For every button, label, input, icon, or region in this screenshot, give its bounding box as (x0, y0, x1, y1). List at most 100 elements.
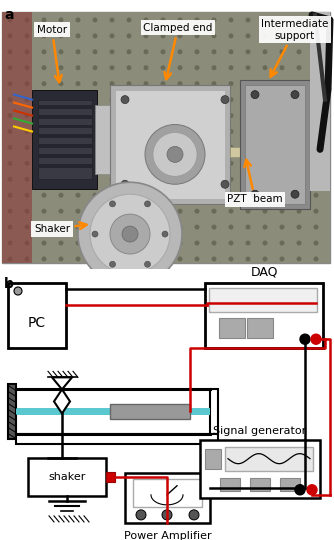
Circle shape (110, 225, 115, 230)
Circle shape (314, 145, 319, 150)
Circle shape (93, 145, 98, 150)
Circle shape (245, 65, 250, 70)
Circle shape (127, 177, 132, 182)
Circle shape (41, 65, 46, 70)
Circle shape (58, 49, 63, 55)
Circle shape (300, 334, 310, 344)
Circle shape (194, 129, 199, 134)
Circle shape (144, 97, 149, 102)
Circle shape (228, 113, 233, 118)
Circle shape (24, 256, 29, 261)
Circle shape (78, 183, 182, 286)
Circle shape (297, 208, 302, 214)
Circle shape (297, 177, 302, 182)
Circle shape (314, 208, 319, 214)
Circle shape (93, 129, 98, 134)
Circle shape (167, 146, 183, 163)
Circle shape (7, 113, 12, 118)
Circle shape (144, 145, 149, 150)
Circle shape (161, 145, 166, 150)
Circle shape (24, 81, 29, 86)
Bar (16, 408, 210, 415)
Circle shape (75, 113, 80, 118)
Circle shape (41, 240, 46, 246)
Text: Intermediate
support: Intermediate support (261, 19, 329, 77)
Circle shape (211, 145, 216, 150)
Circle shape (228, 256, 233, 261)
Circle shape (75, 129, 80, 134)
Bar (220, 478, 240, 491)
Circle shape (211, 240, 216, 246)
Circle shape (211, 49, 216, 55)
Circle shape (177, 240, 182, 246)
Circle shape (228, 145, 233, 150)
Circle shape (7, 81, 12, 86)
Circle shape (14, 287, 22, 295)
Circle shape (24, 97, 29, 102)
Bar (115, 90, 225, 199)
Circle shape (211, 17, 216, 22)
Circle shape (127, 208, 132, 214)
Bar (38, 125, 92, 129)
Circle shape (297, 97, 302, 102)
Circle shape (127, 81, 132, 86)
Circle shape (314, 256, 319, 261)
Circle shape (75, 240, 80, 246)
Circle shape (245, 240, 250, 246)
Circle shape (75, 17, 80, 22)
Circle shape (110, 201, 116, 207)
Circle shape (7, 129, 12, 134)
Circle shape (245, 145, 250, 150)
Circle shape (177, 145, 182, 150)
Circle shape (211, 225, 216, 230)
Circle shape (194, 225, 199, 230)
Bar (38, 154, 92, 158)
Circle shape (280, 81, 285, 86)
Bar (95, 105, 115, 174)
Circle shape (297, 113, 302, 118)
Circle shape (75, 145, 80, 150)
Circle shape (228, 81, 233, 86)
Circle shape (110, 129, 115, 134)
Circle shape (93, 193, 98, 198)
Circle shape (58, 256, 63, 261)
Bar (32, 90, 97, 189)
Circle shape (194, 193, 199, 198)
Circle shape (127, 240, 132, 246)
Circle shape (75, 161, 80, 166)
Circle shape (228, 49, 233, 55)
Circle shape (189, 510, 199, 520)
Circle shape (93, 240, 98, 246)
Bar (245, 85, 305, 204)
Circle shape (161, 129, 166, 134)
Circle shape (24, 193, 29, 198)
Bar (28, 458, 106, 496)
Circle shape (307, 485, 317, 495)
Circle shape (221, 96, 229, 104)
Circle shape (58, 225, 63, 230)
Circle shape (297, 225, 302, 230)
Circle shape (228, 208, 233, 214)
Bar (280, 478, 300, 491)
Circle shape (7, 193, 12, 198)
Circle shape (314, 225, 319, 230)
Circle shape (24, 33, 29, 38)
Circle shape (7, 49, 12, 55)
Circle shape (245, 177, 250, 182)
Circle shape (144, 256, 149, 261)
Circle shape (58, 208, 63, 214)
Circle shape (177, 17, 182, 22)
Circle shape (24, 225, 29, 230)
Circle shape (161, 65, 166, 70)
Circle shape (41, 161, 46, 166)
Circle shape (297, 129, 302, 134)
Text: Power Amplifier: Power Amplifier (124, 531, 211, 540)
Circle shape (110, 33, 115, 38)
Bar (240, 80, 310, 209)
Circle shape (162, 510, 172, 520)
Circle shape (75, 193, 80, 198)
Circle shape (24, 49, 29, 55)
Bar (38, 99, 92, 179)
Circle shape (7, 97, 12, 102)
Circle shape (127, 17, 132, 22)
